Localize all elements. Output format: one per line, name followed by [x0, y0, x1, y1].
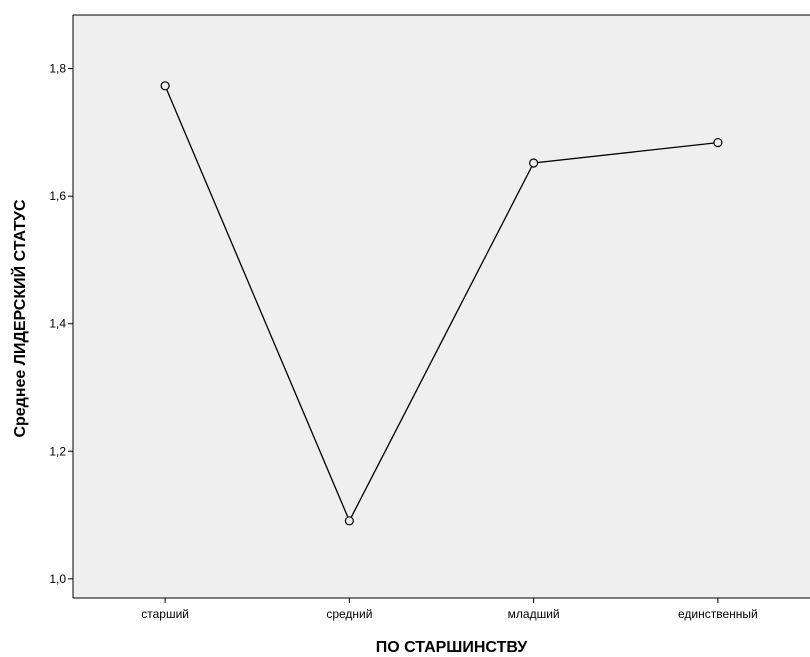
- y-tick-label: 1,0: [49, 572, 66, 586]
- x-tick-label: младший: [508, 607, 560, 621]
- y-tick-label: 1,2: [49, 444, 66, 458]
- x-tick-label: средний: [326, 607, 372, 621]
- y-axis-ticks: 1,0 1,2 1,4 1,6 1,8: [49, 62, 73, 586]
- y-tick-label: 1,8: [49, 62, 66, 76]
- x-axis-ticks: старший средний младший единственный: [141, 598, 758, 621]
- x-tick-label: старший: [141, 607, 189, 621]
- plot-area: [73, 15, 810, 598]
- series-line: [164, 85, 718, 523]
- y-tick-label: 1,6: [49, 189, 66, 203]
- data-point: [160, 81, 170, 91]
- y-tick-label: 1,4: [49, 317, 66, 331]
- x-axis-title: ПО СТАРШИНСТВУ: [376, 639, 529, 656]
- y-axis-title: Среднее ЛИДЕРСКИЙ СТАТУС: [10, 199, 29, 438]
- data-point: [529, 158, 539, 168]
- data-point: [344, 516, 354, 526]
- series-group: [160, 81, 723, 526]
- x-tick-label: единственный: [678, 607, 758, 621]
- data-point: [713, 137, 723, 148]
